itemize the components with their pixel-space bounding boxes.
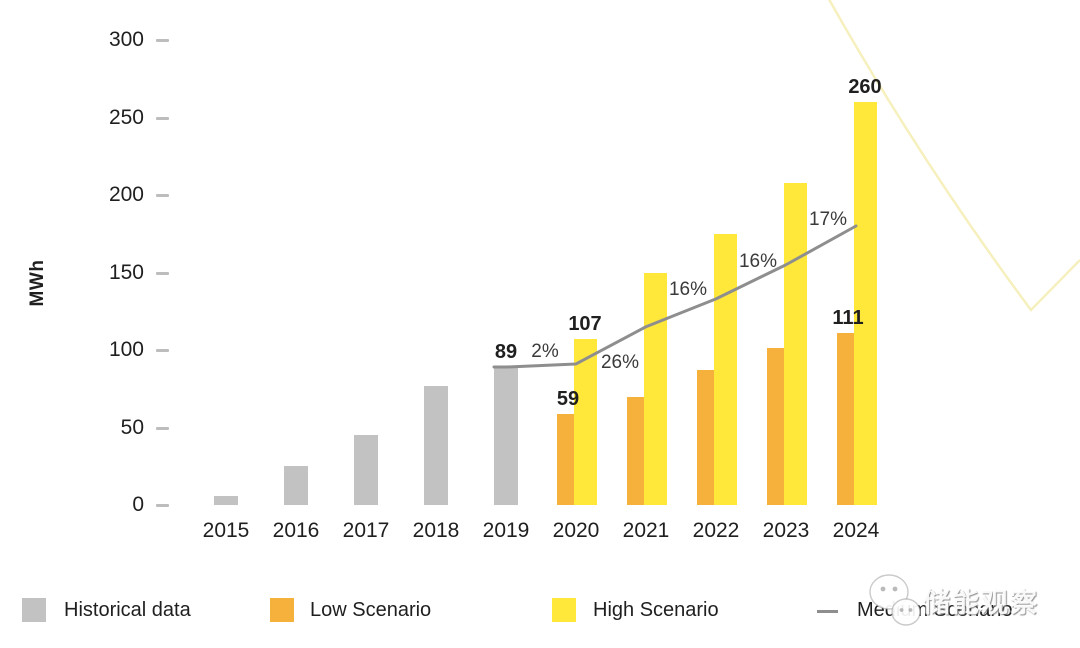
y-tick-mark [156,116,169,120]
y-tick-label: 200 [108,183,144,206]
legend-line-marker [817,610,838,613]
high-bar [574,339,597,505]
y-tick-label: 0 [132,493,144,516]
y-tick-mark [156,39,169,42]
x-tick-label: 2016 [272,519,320,542]
x-tick-label: 2017 [342,519,390,542]
historical-bar [284,466,308,505]
legend-swatch [552,598,576,622]
growth-percent-label: 16% [668,279,708,300]
y-tick-label: 250 [108,105,144,129]
y-tick-label: 300 [108,28,144,51]
growth-percent-label: 17% [808,209,848,230]
bar-value-label: 107 [568,313,602,336]
growth-percent-label: 2% [531,341,559,362]
x-tick-label: 2015 [202,519,250,542]
x-tick-label: 2021 [622,519,670,542]
y-tick-label: 150 [108,260,144,284]
legend-label: Historical data [64,599,191,621]
bar-value-label: 111 [832,306,864,329]
legend-label: High Scenario [593,599,719,621]
y-tick-mark [156,194,169,197]
growth-percent-label: 26% [600,352,640,373]
x-tick-label: 2018 [412,519,460,542]
y-tick-mark [156,271,169,275]
legend-label: Low Scenario [310,599,432,621]
high-bar [854,102,877,505]
high-bar [644,272,667,505]
bar-value-label: 89 [494,341,518,364]
historical-bar [354,435,378,505]
bar-value-label: 59 [556,387,580,410]
x-tick-label: 2022 [692,519,740,542]
historical-bar [214,495,238,505]
high-bar [714,233,737,505]
x-tick-label: 2020 [552,519,600,542]
legend-swatch [22,598,46,622]
y-tick-label: 50 [120,415,144,439]
x-tick-label: 2024 [832,519,880,542]
y-tick-mark [156,426,169,430]
growth-percent-label: 16% [738,251,778,272]
historical-bar [424,385,448,505]
y-tick-mark [156,504,169,507]
legend-swatch [270,598,294,622]
x-tick-label: 2023 [762,519,810,542]
historical-bar [494,367,518,505]
y-tick-mark [156,349,169,352]
x-tick-label: 2019 [482,519,530,542]
y-tick-label: 100 [108,338,144,361]
bar-value-label: 260 [848,76,882,98]
